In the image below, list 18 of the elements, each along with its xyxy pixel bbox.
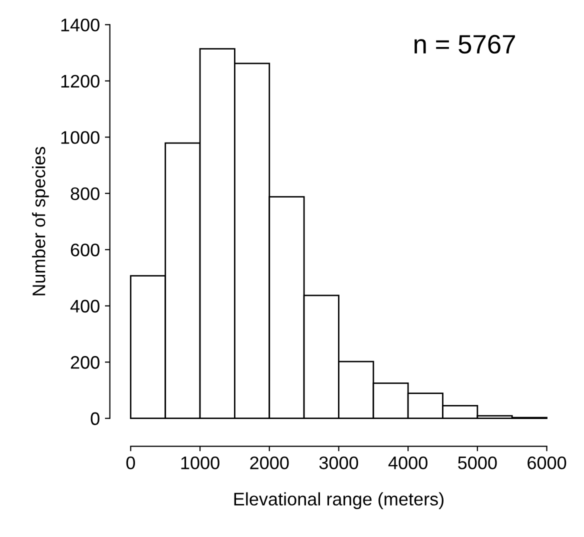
x-tick-label: 5000	[458, 456, 497, 470]
x-tick-label: 0	[126, 456, 135, 470]
y-tick-label: 400	[70, 300, 100, 313]
y-tick-label: 1400	[61, 18, 100, 32]
x-tick-label: 3000	[319, 456, 358, 470]
y-tick-label: 1000	[61, 131, 100, 144]
x-tick-label: 1000	[181, 456, 220, 470]
y-tick-label: 800	[70, 187, 100, 200]
x-axis-title: Elevational range (meters)	[234, 492, 444, 510]
y-tick-label: 0	[90, 412, 100, 426]
annotation: n = 5767	[414, 34, 515, 54]
y-tick-label: 600	[70, 244, 100, 256]
x-tick-label: 4000	[388, 456, 428, 470]
x-tick-label: 2000	[250, 456, 289, 470]
x-tick-label: 6000	[528, 456, 566, 470]
y-tick-label: 200	[70, 356, 100, 369]
y-axis-title: Number of species	[32, 146, 49, 296]
y-tick-label: 1200	[61, 74, 100, 88]
